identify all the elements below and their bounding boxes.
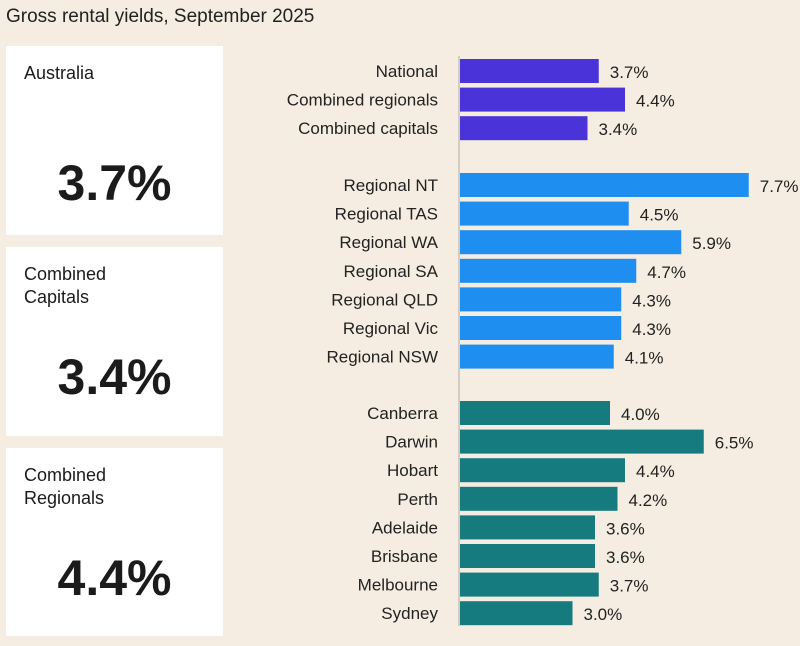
data-label: 6.5%	[715, 434, 754, 453]
summary-card-label: Australia	[24, 63, 95, 83]
category-label: Regional SA	[343, 262, 438, 281]
category-label: Combined capitals	[298, 119, 438, 138]
summary-card-value: 3.7%	[57, 155, 172, 211]
category-label: Sydney	[381, 604, 438, 623]
chart-title: Gross rental yields, September 2025	[6, 6, 315, 27]
data-label: 4.7%	[647, 263, 686, 282]
data-label: 3.6%	[606, 548, 645, 567]
bar	[460, 429, 704, 454]
summary-card-value: 3.4%	[57, 349, 172, 405]
data-label: 4.3%	[632, 291, 671, 310]
bar	[460, 230, 682, 255]
category-label: Adelaide	[372, 518, 438, 537]
bar	[460, 401, 610, 425]
category-label: Regional TAS	[335, 205, 438, 224]
category-label: National	[376, 62, 438, 81]
data-label: 3.0%	[584, 605, 623, 624]
data-label: 3.7%	[610, 577, 649, 596]
bar	[460, 544, 595, 568]
bar	[460, 87, 625, 112]
bar	[460, 258, 637, 283]
bar	[460, 515, 595, 540]
bar	[460, 486, 618, 511]
data-label: 4.1%	[625, 349, 664, 368]
bar	[460, 173, 749, 197]
bar	[460, 287, 622, 312]
category-label: Brisbane	[371, 547, 438, 566]
data-label: 7.7%	[760, 177, 799, 196]
category-label: Melbourne	[358, 576, 438, 595]
summary-card-combined-regionals: Combined Regionals 4.4%	[6, 448, 223, 636]
data-label: 4.4%	[636, 462, 675, 481]
data-label: 3.4%	[599, 120, 638, 139]
data-label: 4.3%	[632, 320, 671, 339]
bar	[460, 601, 573, 626]
data-label: 4.5%	[640, 206, 679, 225]
summary-card-combined-capitals: Combined Capitals 3.4%	[6, 247, 223, 436]
category-label: Regional NSW	[327, 348, 439, 367]
category-label: Canberra	[367, 404, 438, 423]
category-label: Darwin	[385, 433, 438, 452]
category-label: Regional NT	[344, 176, 439, 195]
data-label: 4.0%	[621, 405, 660, 424]
data-label: 4.2%	[629, 491, 668, 510]
summary-card-australia: Australia 3.7%	[6, 46, 223, 235]
bar	[460, 201, 629, 226]
data-label: 4.4%	[636, 92, 675, 111]
data-label: 5.9%	[692, 234, 731, 253]
category-label: Regional QLD	[331, 290, 438, 309]
bar	[460, 59, 599, 83]
category-label: Combined regionals	[287, 91, 438, 110]
data-label: 3.7%	[610, 63, 649, 82]
data-label: 3.6%	[606, 519, 645, 538]
summary-card-value: 4.4%	[57, 550, 172, 606]
bar	[460, 344, 614, 369]
bar	[460, 316, 622, 340]
bar	[460, 572, 599, 597]
bar	[460, 458, 625, 483]
summary-card-label: Combined Regionals	[24, 465, 107, 508]
bar	[460, 116, 588, 141]
category-label: Hobart	[387, 461, 438, 480]
category-label: Regional Vic	[343, 319, 439, 338]
summary-card-label: Combined Capitals	[24, 264, 107, 307]
category-label: Regional WA	[339, 233, 438, 252]
category-label: Perth	[397, 490, 438, 509]
